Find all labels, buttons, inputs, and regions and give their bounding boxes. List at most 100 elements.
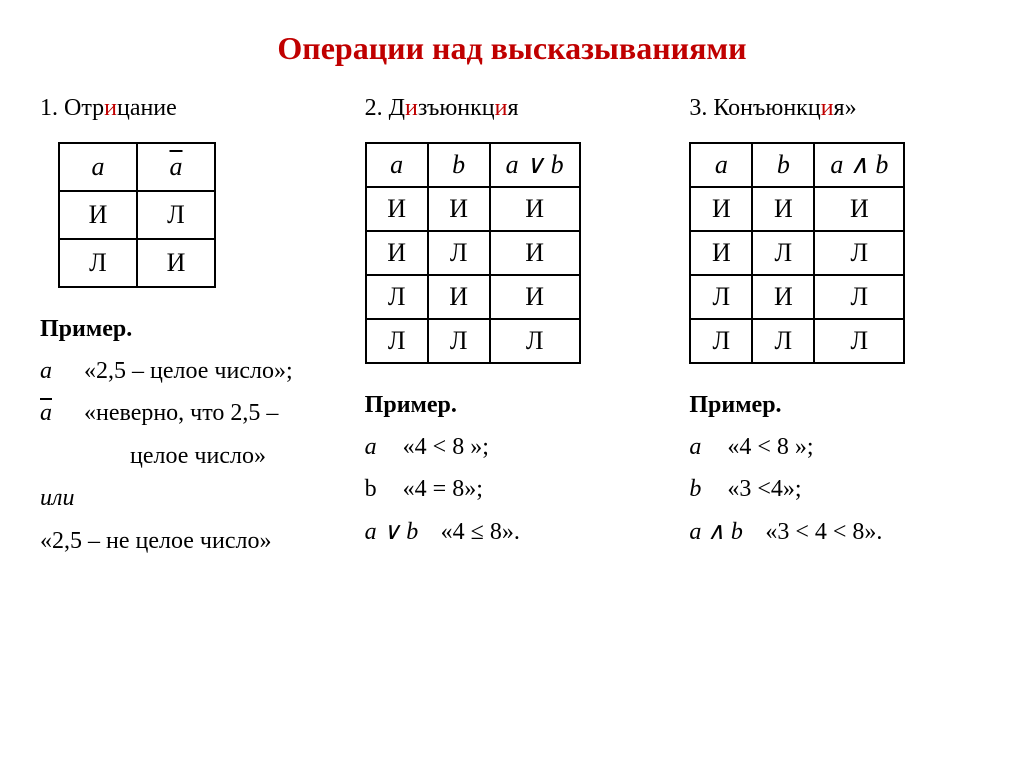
col-conjunction: 3. Конъюнкция» a b a ∧ b ИИИ ИЛЛ ЛИЛ ЛЛЛ… [689, 95, 984, 567]
sub2-a: 2. Д [365, 95, 405, 121]
not-a-header: a [170, 152, 183, 181]
ex2-a-txt: «4 < 8 »; [403, 434, 489, 460]
sub2-b: и [405, 95, 418, 121]
cell: И [59, 191, 137, 239]
th: a [690, 143, 752, 187]
example-label-1: Пример. [40, 316, 335, 343]
table-row: Л И [59, 239, 215, 287]
col-negation: 1. Отрицание a a И Л Л И Пример. a «2,5 … [40, 95, 335, 567]
cell: Л [814, 231, 904, 275]
cell: Л [752, 319, 814, 363]
cell: И [814, 187, 904, 231]
ex3-a-txt: «4 < 8 »; [727, 434, 813, 460]
ex2-op-txt: «4 ≤ 8». [441, 519, 520, 545]
sub1-c: цание [117, 95, 177, 121]
col-disjunction: 2. Дизъюнкция a b a ∨ b ИИИ ИЛИ ЛИИ ЛЛЛ … [365, 95, 660, 567]
ex3-a-sym: a [689, 431, 715, 463]
ex1-nota: a «неверно, что 2,5 – [40, 397, 335, 429]
ex2-a: a «4 < 8 »; [365, 431, 660, 463]
ex2-op: a ∨ b «4 ≤ 8». [365, 516, 660, 548]
table-row: a a [59, 143, 215, 191]
th-not-a: a [137, 143, 215, 191]
cell: И [752, 187, 814, 231]
example-label-3: Пример. [689, 392, 984, 419]
sub1-b: и [104, 95, 117, 121]
page-title: Операции над высказываниями [40, 30, 984, 67]
th: b [428, 143, 490, 187]
table-row: И Л [59, 191, 215, 239]
ex2-b: b «4 = 8»; [365, 473, 660, 505]
ex2-op-sym: a ∨ b [365, 516, 429, 548]
table-row: a b a ∨ b [366, 143, 580, 187]
ex1-a: a «2,5 – целое число»; [40, 355, 335, 387]
table-row: ЛИИ [366, 275, 580, 319]
cell: Л [690, 275, 752, 319]
table-row: a b a ∧ b [690, 143, 904, 187]
example-label-2: Пример. [365, 392, 660, 419]
cell: И [137, 239, 215, 287]
content-columns: 1. Отрицание a a И Л Л И Пример. a «2,5 … [40, 95, 984, 567]
cell: Л [814, 275, 904, 319]
th: a ∨ b [490, 143, 580, 187]
cell: И [690, 231, 752, 275]
ex3-b: b «3 <4»; [689, 473, 984, 505]
table-negation: a a И Л Л И [58, 142, 216, 288]
ex1-ili: или [40, 482, 335, 514]
cell: И [428, 275, 490, 319]
ex3-b-txt: «3 <4»; [727, 476, 801, 502]
th-a: a [59, 143, 137, 191]
cell: И [490, 231, 580, 275]
sub3-c: я» [834, 95, 857, 121]
ex2-b-sym: b [365, 473, 391, 505]
sub2-e: я [508, 95, 519, 121]
ex1-nota-sym: a [40, 397, 66, 429]
sub3-b: и [821, 95, 834, 121]
th: b [752, 143, 814, 187]
cell: И [366, 187, 428, 231]
sub2-d: и [495, 95, 508, 121]
table-row: ИЛИ [366, 231, 580, 275]
subtitle-1: 1. Отрицание [40, 95, 335, 122]
ex1-nota-txt: «неверно, что 2,5 – [84, 400, 278, 426]
cell: Л [366, 319, 428, 363]
sub1-a: 1. Отр [40, 95, 104, 121]
ex1-a-txt: «2,5 – целое число»; [84, 358, 293, 384]
cell: Л [690, 319, 752, 363]
subtitle-3: 3. Конъюнкция» [689, 95, 984, 122]
table-disjunction: a b a ∨ b ИИИ ИЛИ ЛИИ ЛЛЛ [365, 142, 581, 364]
subtitle-2: 2. Дизъюнкция [365, 95, 660, 122]
sub3-a: 3. Конъюнкц [689, 95, 820, 121]
table-conjunction: a b a ∧ b ИИИ ИЛЛ ЛИЛ ЛЛЛ [689, 142, 905, 364]
ex1-last: «2,5 – не целое число» [40, 525, 335, 557]
cell: И [366, 231, 428, 275]
table-row: ИЛЛ [690, 231, 904, 275]
table-row: ЛЛЛ [690, 319, 904, 363]
ex1-a-sym: a [40, 355, 66, 387]
cell: И [690, 187, 752, 231]
ex1-nota2: целое число» [40, 440, 335, 472]
ex3-op: a ∧ b «3 < 4 < 8». [689, 516, 984, 548]
cell: Л [428, 231, 490, 275]
th: a ∧ b [814, 143, 904, 187]
ex3-b-sym: b [689, 473, 715, 505]
table-row: ИИИ [690, 187, 904, 231]
ex2-a-sym: a [365, 431, 391, 463]
ex2-b-txt: «4 = 8»; [403, 476, 483, 502]
cell: И [428, 187, 490, 231]
cell: И [490, 275, 580, 319]
cell: Л [59, 239, 137, 287]
table-row: ЛИЛ [690, 275, 904, 319]
table-row: ИИИ [366, 187, 580, 231]
table-row: ЛЛЛ [366, 319, 580, 363]
cell: Л [752, 231, 814, 275]
cell: Л [366, 275, 428, 319]
th: a [366, 143, 428, 187]
cell: Л [814, 319, 904, 363]
cell: Л [490, 319, 580, 363]
sub2-c: зъюнкц [418, 95, 495, 121]
cell: И [752, 275, 814, 319]
ex3-a: a «4 < 8 »; [689, 431, 984, 463]
ex3-op-txt: «3 < 4 < 8». [765, 519, 882, 545]
cell: Л [428, 319, 490, 363]
ex3-op-sym: a ∧ b [689, 516, 753, 548]
